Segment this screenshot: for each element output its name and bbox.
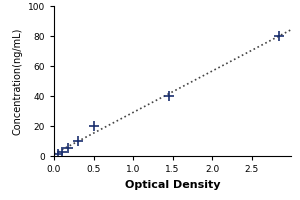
Point xyxy=(59,150,64,153)
Point xyxy=(166,94,171,98)
Point xyxy=(75,139,80,143)
Y-axis label: Concentration(ng/mL): Concentration(ng/mL) xyxy=(12,27,22,135)
Point xyxy=(277,34,281,38)
Point xyxy=(56,153,60,156)
X-axis label: Optical Density: Optical Density xyxy=(125,180,220,190)
Point xyxy=(66,146,70,149)
Point xyxy=(91,124,96,128)
